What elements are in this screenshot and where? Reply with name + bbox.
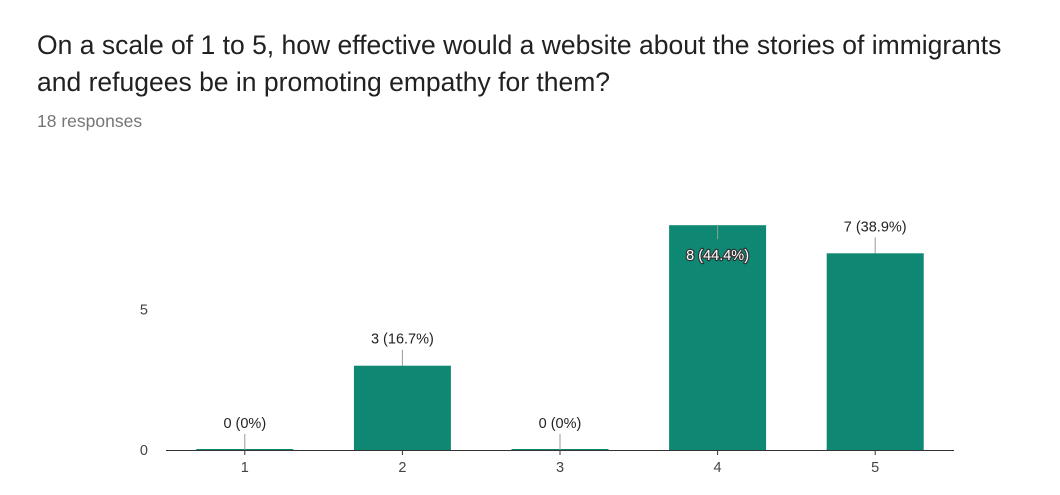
- bar-2: [353, 365, 451, 450]
- x-tick-label-3: 3: [556, 460, 564, 476]
- data-label-1: 0 (0%): [223, 416, 266, 432]
- x-tick-label-5: 5: [871, 460, 879, 476]
- x-tick-label-1: 1: [241, 460, 249, 476]
- y-tick-label-0: 0: [140, 443, 148, 459]
- data-label-3: 0 (0%): [539, 416, 582, 432]
- response-count: 18 responses: [37, 111, 143, 131]
- bar-5: [826, 253, 924, 450]
- y-tick-label-5: 5: [140, 303, 148, 319]
- data-label-4: 8 (44.4%): [686, 248, 749, 264]
- x-tick-label-2: 2: [398, 460, 406, 476]
- bar-4: [669, 225, 767, 450]
- data-label-2: 3 (16.7%): [371, 332, 434, 348]
- question-title: On a scale of 1 to 5, how effective woul…: [37, 30, 1002, 97]
- x-tick-label-4: 4: [714, 460, 722, 476]
- data-label-5: 7 (38.9%): [844, 219, 907, 235]
